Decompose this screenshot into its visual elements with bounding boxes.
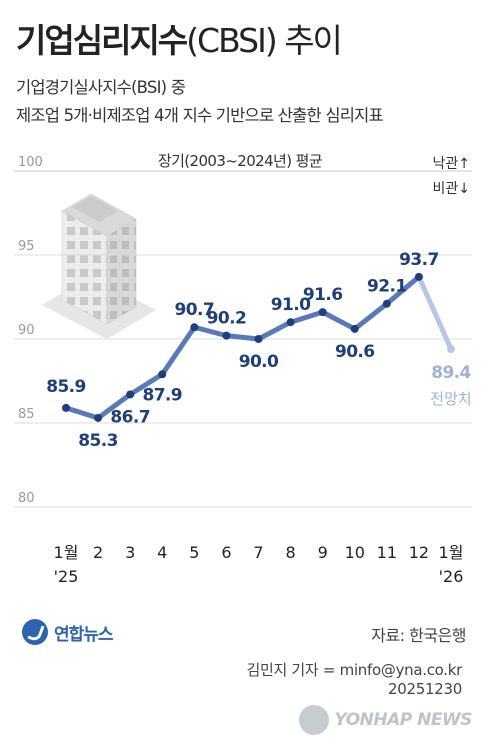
yonhap-logo-icon <box>22 619 48 645</box>
x-tick-label: 10 <box>345 543 365 562</box>
data-label: 85.9 <box>46 377 86 397</box>
data-label: 93.7 <box>399 250 439 270</box>
data-labels: 85.9 85.3 86.787.9 90.790.2 90.0 91.091.6 90.6… <box>46 250 472 451</box>
forecast-point <box>447 345 455 354</box>
x-tick-label: 8 <box>285 543 295 562</box>
y-tick-label: 80 <box>18 491 35 506</box>
watermark-text: YONHAP NEWS <box>334 710 473 730</box>
y-tick-label: 100 <box>18 155 43 170</box>
data-label: 85.3 <box>78 431 118 451</box>
pessimism-annotation: 비관↓ <box>433 181 471 197</box>
optimism-annotation: 낙관↑ <box>433 156 471 172</box>
forecast-line <box>416 274 454 352</box>
title-paren: (CBSI) 추이 <box>186 21 343 60</box>
data-label: 91.6 <box>303 285 343 305</box>
data-point <box>286 318 295 327</box>
watermark-icon <box>298 705 329 735</box>
title-main: 기업심리지수 <box>16 21 188 60</box>
y-tick-label: 95 <box>18 239 35 254</box>
reporter-line: 김민지 기자 = minfo@yna.co.kr <box>246 661 462 679</box>
data-label: 91.0 <box>271 295 311 315</box>
x-tick-label: 4 <box>157 543 167 562</box>
series-line <box>63 274 422 421</box>
data-point <box>94 413 103 422</box>
date-line: 20251230 <box>388 680 462 698</box>
x-tick-label: 6 <box>221 543 231 562</box>
data-point <box>158 370 167 379</box>
building-illustration <box>42 193 156 339</box>
data-label: 87.9 <box>142 385 182 405</box>
data-label: 86.7 <box>110 407 150 427</box>
subtitle-line2: 제조업 5개·비제조업 4개 지수 기반으로 산출한 심리지표 <box>16 106 384 125</box>
data-point <box>62 403 70 412</box>
data-point <box>414 272 423 281</box>
data-point <box>190 323 199 332</box>
y-tick-label: 90 <box>18 323 35 338</box>
x-tick-label: '26 <box>439 567 464 586</box>
x-tick-label: 2 <box>93 543 103 562</box>
x-tick-label: 7 <box>253 543 263 562</box>
credit: 김민지 기자 = minfo@yna.co.kr 20251230 <box>246 661 462 699</box>
data-point <box>126 390 135 399</box>
x-tick-label: 11 <box>377 543 397 562</box>
logo-text: 연합뉴스 <box>54 624 114 645</box>
data-point <box>350 324 359 333</box>
series-points <box>62 272 455 422</box>
data-point <box>254 335 263 343</box>
y-tick-label: 85 <box>18 407 35 422</box>
x-tick-label: 3 <box>125 543 135 562</box>
watermark: YONHAP NEWS <box>298 702 473 738</box>
subtitle-line1: 기업경기실사지수(BSI) 중 <box>16 78 186 97</box>
data-label: 92.1 <box>367 277 407 297</box>
data-label: 90.6 <box>335 342 375 362</box>
data-label: 90.7 <box>175 300 215 320</box>
forecast-data-label: 89.4 <box>431 363 471 383</box>
data-point <box>382 299 391 308</box>
data-point <box>222 331 231 340</box>
x-tick-label: 5 <box>189 543 199 562</box>
x-tick-label: 1월 <box>54 543 79 562</box>
reference-line-label: 장기(2003~2024년) 평균 <box>158 152 323 170</box>
data-label: 90.0 <box>239 352 279 372</box>
data-label: 90.2 <box>207 309 247 329</box>
page-title: 기업심리지수(CBSI) 추이 <box>16 14 343 62</box>
x-axis-ticks: 1월 '25 2 3 4 5 6 7 8 9 10 11 12 1월 '26 <box>54 543 464 586</box>
y-axis-ticks: 100 95 90 85 80 <box>18 155 43 506</box>
series-lines <box>63 274 454 421</box>
x-tick-label: 9 <box>318 543 328 562</box>
forecast-label: 전망치 <box>430 390 471 408</box>
x-tick-label: 1월 <box>439 543 464 562</box>
x-tick-label: '25 <box>54 567 79 586</box>
x-tick-label: 12 <box>409 543 429 562</box>
source-note: 자료: 한국은행 <box>371 626 466 645</box>
data-point <box>318 308 327 317</box>
yonhap-logo: 연합뉴스 <box>22 618 114 646</box>
